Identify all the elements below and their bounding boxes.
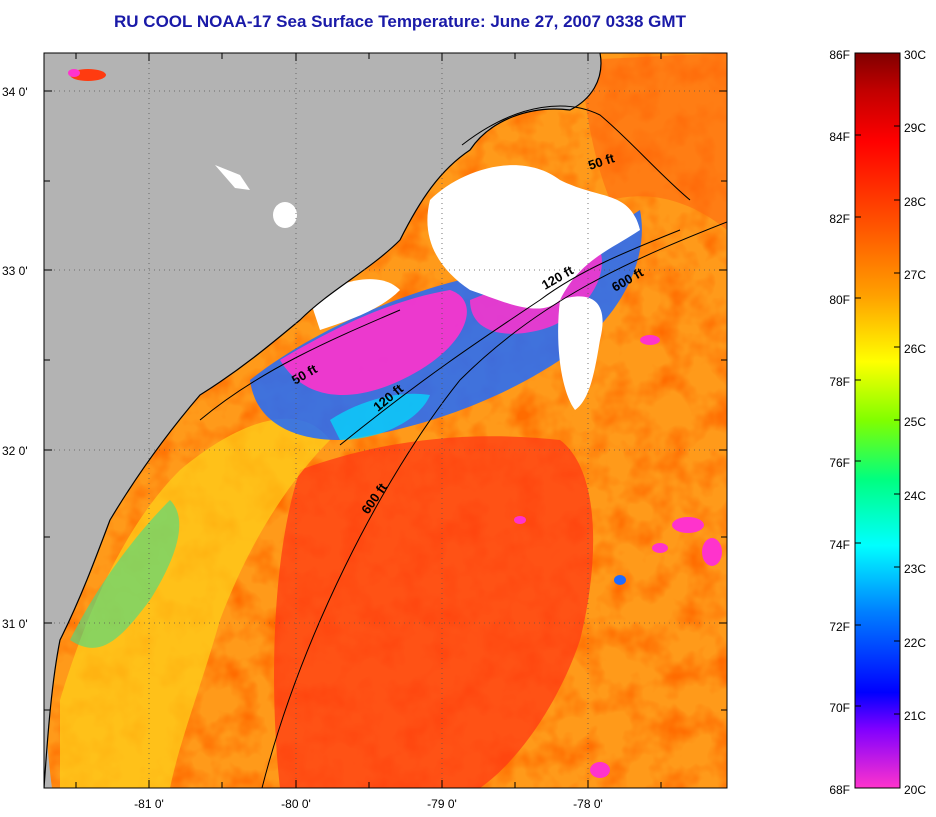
eddy — [640, 335, 660, 345]
lat-label: 32 0' — [2, 444, 28, 458]
lat-label: 31 0' — [2, 617, 28, 631]
isobath-50ft-south — [199, 309, 401, 421]
lon-label: -79 0' — [427, 797, 457, 811]
lat-label: 33 0' — [2, 264, 28, 278]
eddy — [590, 762, 610, 778]
map-frame — [43, 52, 728, 789]
colorbar-gradient — [854, 52, 901, 789]
colorbar-f-label: 82F — [829, 212, 850, 226]
colorbar-c-label: 21C — [904, 709, 926, 723]
colorbar-c-label: 23C — [904, 562, 926, 576]
colorbar-c-label: 24C — [904, 489, 926, 503]
colorbar-f-label: 74F — [829, 538, 850, 552]
isobath-50ft-north — [461, 105, 691, 201]
eddy — [652, 543, 668, 553]
colorbar-c-label: 20C — [904, 783, 926, 797]
nearshore-band — [60, 418, 330, 788]
cyan-patch — [330, 393, 430, 440]
eddy — [614, 575, 626, 585]
colorbar-f-label: 68F — [829, 783, 850, 797]
warm-northeast — [580, 53, 727, 230]
tick-marks — [44, 53, 727, 788]
warm-core — [274, 436, 594, 788]
isobath-120ft — [339, 229, 681, 446]
lon-label: -81 0' — [134, 797, 164, 811]
lon-label: -78 0' — [573, 797, 603, 811]
colorbar-c-label: 26C — [904, 342, 926, 356]
cloud-mask-2 — [558, 296, 603, 410]
colorbar-ticks — [855, 52, 900, 789]
colorbar-f-label: 70F — [829, 701, 850, 715]
eddy — [672, 517, 704, 533]
colorbar-c-label: 27C — [904, 268, 926, 282]
coastline — [44, 53, 602, 788]
colorbar-f-label: 72F — [829, 620, 850, 634]
nearshore-green — [70, 500, 180, 648]
colorbar: 86F 84F 82F 80F 78F 76F 74F 72F 70F 68F … — [829, 48, 926, 797]
colorbar-c-label: 29C — [904, 121, 926, 135]
colorbar-f-label: 80F — [829, 293, 850, 307]
colorbar-c-label: 28C — [904, 195, 926, 209]
colorbar-c-label: 30C — [904, 48, 926, 62]
lon-label: -80 0' — [281, 797, 311, 811]
map-title: RU COOL NOAA-17 Sea Surface Temperature:… — [114, 12, 686, 31]
colorbar-f-label: 86F — [829, 48, 850, 62]
isobath-600ft — [261, 221, 727, 788]
colorbar-f-label: 78F — [829, 375, 850, 389]
eddy — [702, 538, 722, 566]
colorbar-c-label: 22C — [904, 636, 926, 650]
lat-label: 34 0' — [2, 85, 28, 99]
eddy — [514, 516, 526, 524]
inland-cloud — [273, 202, 297, 228]
colorbar-f-label: 84F — [829, 130, 850, 144]
colorbar-f-label: 76F — [829, 456, 850, 470]
map-area: 50 ft 120 ft 600 ft 50 ft 120 ft 600 ft — [44, 53, 727, 788]
cold-core-pink — [280, 290, 467, 395]
colorbar-c-label: 25C — [904, 415, 926, 429]
land-mass — [44, 53, 601, 788]
cloud-mask-1 — [427, 165, 640, 309]
